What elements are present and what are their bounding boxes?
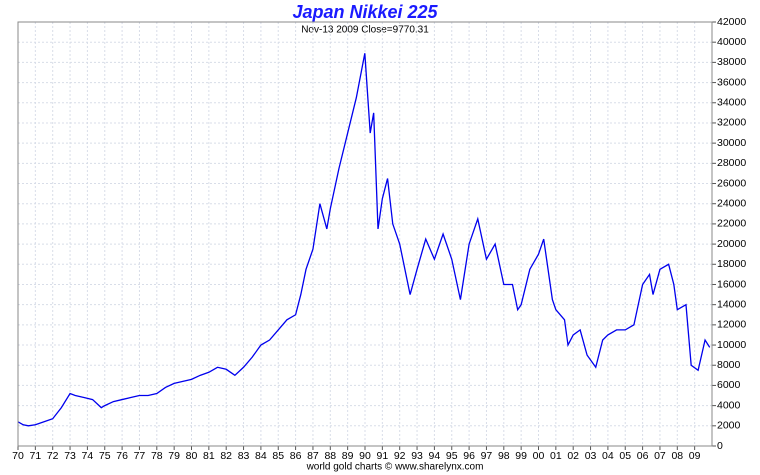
- x-tick-label: 95: [446, 450, 458, 462]
- x-tick-label: 86: [290, 450, 302, 462]
- x-tick-label: 85: [272, 450, 284, 462]
- x-tick-label: 83: [238, 450, 250, 462]
- y-tick-label: 30000: [717, 137, 746, 149]
- y-tick-label: 32000: [717, 117, 746, 129]
- x-tick-label: 00: [533, 450, 545, 462]
- x-tick-label: 01: [550, 450, 562, 462]
- y-tick-label: 2000: [717, 420, 741, 432]
- y-tick-label: 42000: [717, 16, 746, 28]
- y-tick-label: 0: [717, 440, 723, 452]
- chart-title: Japan Nikkei 225: [292, 2, 438, 22]
- y-tick-label: 16000: [717, 278, 746, 290]
- y-tick-label: 38000: [717, 56, 746, 68]
- x-tick-label: 79: [168, 450, 180, 462]
- x-tick-label: 97: [481, 450, 493, 462]
- x-tick-label: 93: [411, 450, 423, 462]
- x-tick-label: 80: [186, 450, 198, 462]
- x-tick-label: 05: [619, 450, 631, 462]
- x-tick-label: 96: [463, 450, 475, 462]
- x-tick-label: 84: [255, 450, 267, 462]
- x-tick-label: 08: [671, 450, 683, 462]
- x-tick-label: 78: [151, 450, 163, 462]
- y-tick-label: 4000: [717, 399, 741, 411]
- y-tick-label: 40000: [717, 36, 746, 48]
- x-tick-label: 90: [359, 450, 371, 462]
- y-tick-label: 28000: [717, 157, 746, 169]
- x-tick-label: 76: [116, 450, 128, 462]
- x-tick-label: 73: [64, 450, 76, 462]
- x-tick-label: 06: [637, 450, 649, 462]
- y-tick-label: 18000: [717, 258, 746, 270]
- plot-border: [17, 21, 713, 447]
- y-tick-label: 22000: [717, 218, 746, 230]
- y-tick-label: 8000: [717, 359, 741, 371]
- y-tick-label: 36000: [717, 76, 746, 88]
- x-tick-label: 70: [12, 450, 24, 462]
- y-tick-label: 14000: [717, 298, 746, 310]
- x-tick-label: 03: [585, 450, 597, 462]
- y-tick-label: 24000: [717, 197, 746, 209]
- x-tick-label: 89: [342, 450, 354, 462]
- x-tick-label: 82: [220, 450, 232, 462]
- x-tick-label: 02: [567, 450, 579, 462]
- plot-area: 0200040006000800010000120001400016000180…: [12, 16, 746, 462]
- x-tick-label: 87: [307, 450, 319, 462]
- x-tick-label: 92: [394, 450, 406, 462]
- y-tick-label: 20000: [717, 238, 746, 250]
- y-tick-label: 6000: [717, 379, 741, 391]
- y-tick-label: 10000: [717, 339, 746, 351]
- price-line: [17, 53, 711, 427]
- x-tick-label: 74: [82, 450, 94, 462]
- x-tick-label: 72: [47, 450, 59, 462]
- x-tick-label: 75: [99, 450, 111, 462]
- y-tick-label: 12000: [717, 319, 746, 331]
- x-tick-label: 99: [515, 450, 527, 462]
- x-tick-label: 77: [134, 450, 146, 462]
- x-tick-label: 81: [203, 450, 215, 462]
- y-tick-label: 26000: [717, 177, 746, 189]
- x-tick-label: 04: [602, 450, 614, 462]
- y-tick-label: 34000: [717, 97, 746, 109]
- x-tick-label: 91: [377, 450, 389, 462]
- footer: world gold charts © www.sharelynx.com: [306, 462, 484, 473]
- x-tick-label: 07: [654, 450, 666, 462]
- x-tick-label: 88: [324, 450, 336, 462]
- x-tick-label: 98: [498, 450, 510, 462]
- x-tick-label: 09: [689, 450, 701, 462]
- x-tick-label: 94: [429, 450, 441, 462]
- x-tick-label: 71: [30, 450, 42, 462]
